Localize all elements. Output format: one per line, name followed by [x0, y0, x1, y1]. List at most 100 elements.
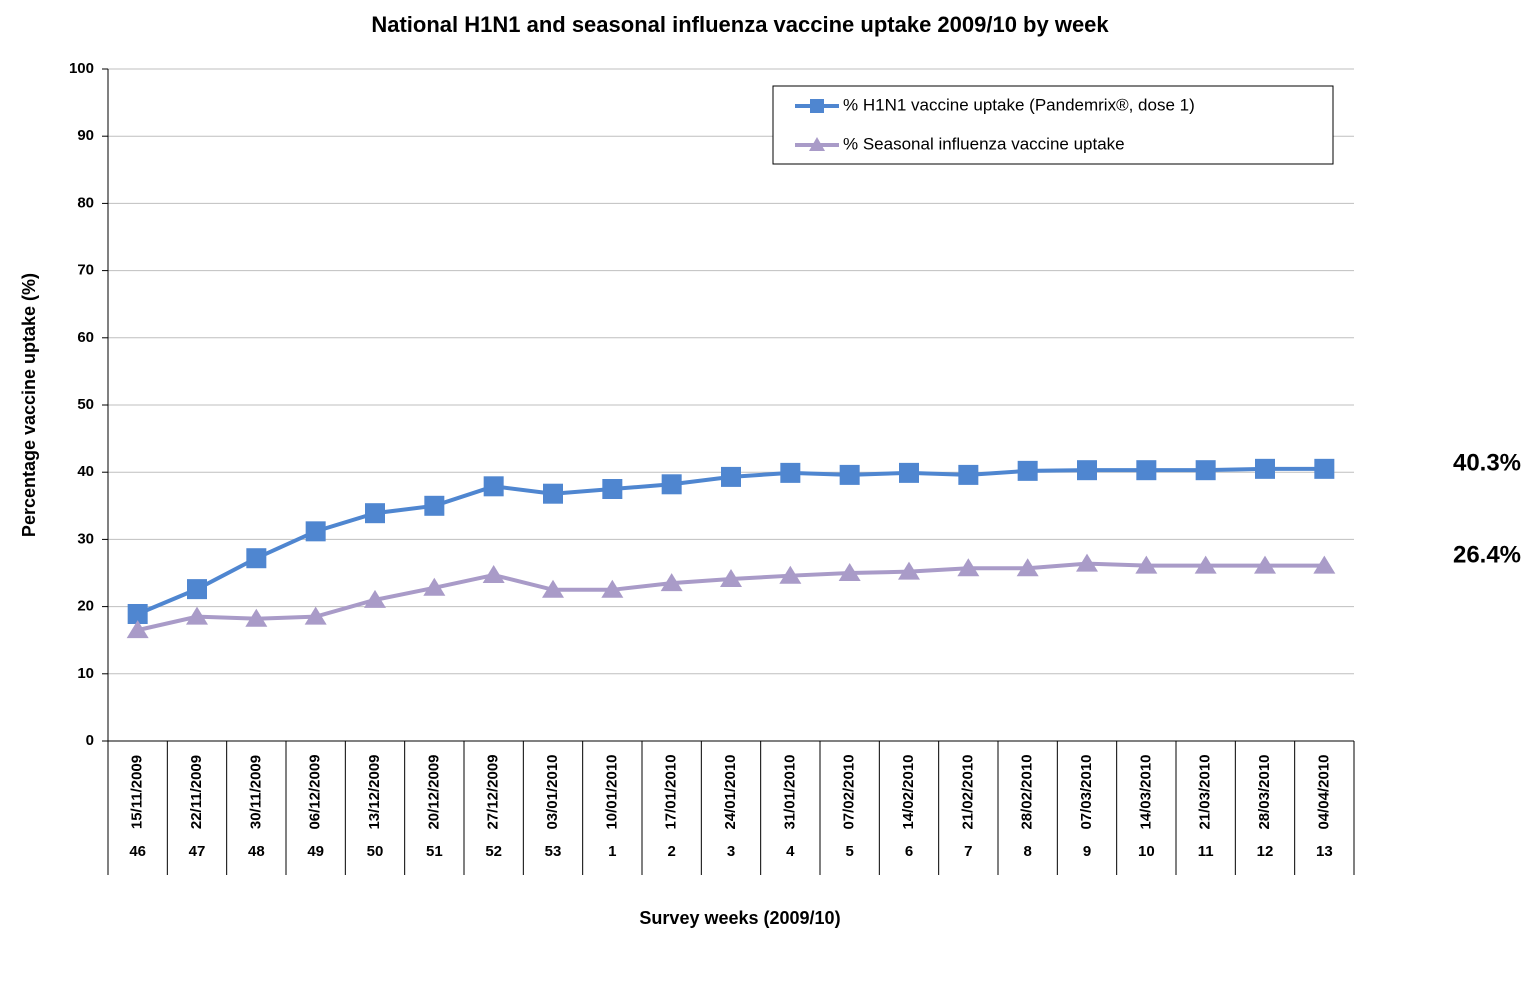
- marker: [1195, 460, 1216, 481]
- week-label: 8: [1023, 843, 1031, 860]
- week-label: 2: [667, 843, 675, 860]
- x-tick-label: 07/03/2010: [1078, 754, 1095, 829]
- marker: [1255, 458, 1275, 479]
- y-tick-label: 50: [77, 396, 94, 413]
- marker: [660, 573, 683, 592]
- y-tick-label: 0: [86, 732, 94, 749]
- week-label: 9: [1083, 843, 1091, 860]
- marker: [423, 577, 446, 596]
- marker: [1017, 460, 1038, 481]
- week-label: 1: [608, 843, 616, 860]
- x-tick-label: 10/01/2010: [603, 754, 620, 829]
- marker: [839, 464, 860, 485]
- marker: [1135, 555, 1158, 574]
- x-tick-label: 28/02/2010: [1019, 754, 1036, 829]
- annotation: 26.4%: [1453, 541, 1521, 568]
- week-label: 12: [1257, 843, 1274, 860]
- marker: [246, 548, 267, 569]
- annotation: 40.3%: [1453, 449, 1521, 476]
- marker: [424, 495, 445, 516]
- week-label: 53: [545, 843, 562, 860]
- legend-label: % H1N1 vaccine uptake (Pandemrix®, dose …: [843, 95, 1195, 114]
- y-tick-label: 80: [77, 194, 94, 211]
- marker: [186, 606, 208, 625]
- marker: [483, 476, 504, 497]
- x-tick-label: 24/01/2010: [722, 754, 739, 829]
- marker: [187, 579, 207, 600]
- y-tick-label: 10: [77, 665, 94, 682]
- legend-label: % Seasonal influenza vaccine uptake: [843, 134, 1125, 153]
- week-label: 52: [485, 843, 502, 860]
- marker: [1254, 555, 1276, 574]
- week-label: 13: [1316, 843, 1333, 860]
- marker: [1136, 460, 1157, 481]
- week-label: 51: [426, 843, 443, 860]
- legend-box: [772, 85, 1334, 165]
- marker: [602, 479, 623, 499]
- marker: [721, 466, 741, 487]
- marker: [1077, 460, 1097, 481]
- marker: [542, 579, 564, 598]
- series-line: [136, 466, 1325, 616]
- week-label: 10: [1138, 843, 1155, 860]
- marker: [365, 503, 385, 524]
- x-tick-label: 04/04/2010: [1315, 754, 1332, 829]
- marker: [245, 608, 268, 627]
- week-label: 50: [367, 843, 384, 860]
- x-tick-label: 30/11/2009: [247, 755, 264, 829]
- x-tick-label: 27/12/2009: [485, 754, 502, 829]
- marker: [482, 565, 505, 584]
- week-label: 4: [786, 843, 795, 860]
- marker: [304, 606, 327, 625]
- week-label: 11: [1198, 843, 1214, 860]
- y-tick-label: 70: [77, 262, 94, 279]
- chart-title: National H1N1 and seasonal influenza vac…: [371, 12, 1109, 37]
- y-tick-label: 20: [77, 598, 94, 615]
- legend-marker: [810, 99, 824, 113]
- marker: [543, 483, 563, 504]
- x-tick-label: 28/03/2010: [1256, 754, 1273, 829]
- marker: [958, 464, 979, 485]
- marker: [1313, 555, 1336, 574]
- x-tick-label: 20/12/2009: [425, 754, 442, 829]
- marker: [779, 565, 802, 584]
- week-label: 49: [307, 843, 324, 860]
- marker: [364, 589, 386, 608]
- week-label: 46: [129, 843, 146, 860]
- y-tick-label: 60: [77, 329, 94, 346]
- marker: [661, 474, 682, 495]
- week-label: 7: [964, 843, 972, 860]
- x-axis-title: Survey weeks (2009/10): [639, 908, 840, 928]
- x-tick-label: 07/02/2010: [841, 754, 858, 829]
- marker: [126, 620, 149, 639]
- marker: [1076, 553, 1098, 572]
- x-tick-label: 14/02/2010: [900, 754, 917, 829]
- week-label: 5: [845, 843, 853, 860]
- week-label: 48: [248, 843, 265, 860]
- marker: [1016, 558, 1039, 577]
- marker: [601, 579, 624, 598]
- marker: [957, 558, 980, 577]
- y-tick-label: 90: [77, 127, 94, 144]
- y-axis-title: Percentage vaccine uptake (%): [19, 273, 39, 537]
- marker: [780, 462, 801, 483]
- y-tick-label: 30: [77, 530, 94, 547]
- x-tick-label: 21/03/2010: [1197, 754, 1214, 829]
- x-tick-label: 06/12/2009: [307, 754, 324, 829]
- week-label: 3: [727, 843, 735, 860]
- marker: [1194, 555, 1217, 574]
- week-label: 47: [189, 843, 206, 860]
- legend-marker: [809, 137, 825, 151]
- y-tick-label: 40: [77, 463, 94, 480]
- x-tick-label: 31/01/2010: [781, 754, 798, 829]
- week-label: 6: [905, 843, 913, 860]
- x-tick-label: 15/11/2009: [129, 755, 146, 829]
- marker: [838, 563, 861, 581]
- marker: [1314, 458, 1335, 479]
- marker: [305, 521, 326, 542]
- x-tick-label: 17/01/2010: [663, 754, 680, 829]
- x-tick-label: 03/01/2010: [544, 754, 561, 829]
- marker: [720, 569, 742, 588]
- marker: [127, 603, 148, 624]
